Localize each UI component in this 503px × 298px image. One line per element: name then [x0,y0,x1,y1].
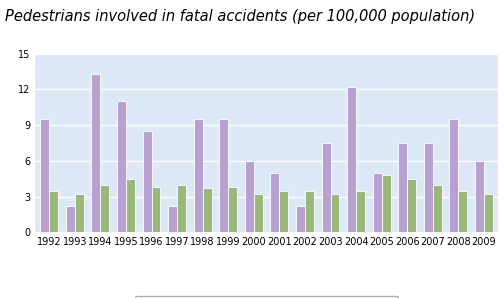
Bar [126,179,135,232]
Bar [458,191,467,232]
Bar [92,74,101,232]
Bar [40,119,49,232]
Bar [356,191,365,232]
Bar [254,194,263,232]
Bar [424,143,433,232]
Bar [271,173,279,232]
Bar [449,119,458,232]
Bar [151,187,160,232]
Bar [279,191,288,232]
Bar [203,188,212,232]
Bar [407,179,416,232]
Bar [245,161,254,232]
Legend: Monroe County, Florida average: Monroe County, Florida average [135,296,398,298]
Bar [382,175,391,232]
Bar [373,173,382,232]
Bar [330,194,340,232]
Bar [475,161,484,232]
Bar [321,143,330,232]
Bar [219,119,228,232]
Bar [228,187,237,232]
Bar [117,101,126,232]
Bar [398,143,407,232]
Bar [101,185,109,232]
Bar [49,191,58,232]
Bar [296,206,305,232]
Text: Pedestrians involved in fatal accidents (per 100,000 population): Pedestrians involved in fatal accidents … [5,9,475,24]
Bar [433,185,442,232]
Bar [484,194,493,232]
Bar [75,194,84,232]
Bar [66,206,75,232]
Bar [168,206,177,232]
Bar [142,131,151,232]
Bar [347,87,356,232]
Bar [305,191,314,232]
Bar [177,185,186,232]
Bar [194,119,203,232]
